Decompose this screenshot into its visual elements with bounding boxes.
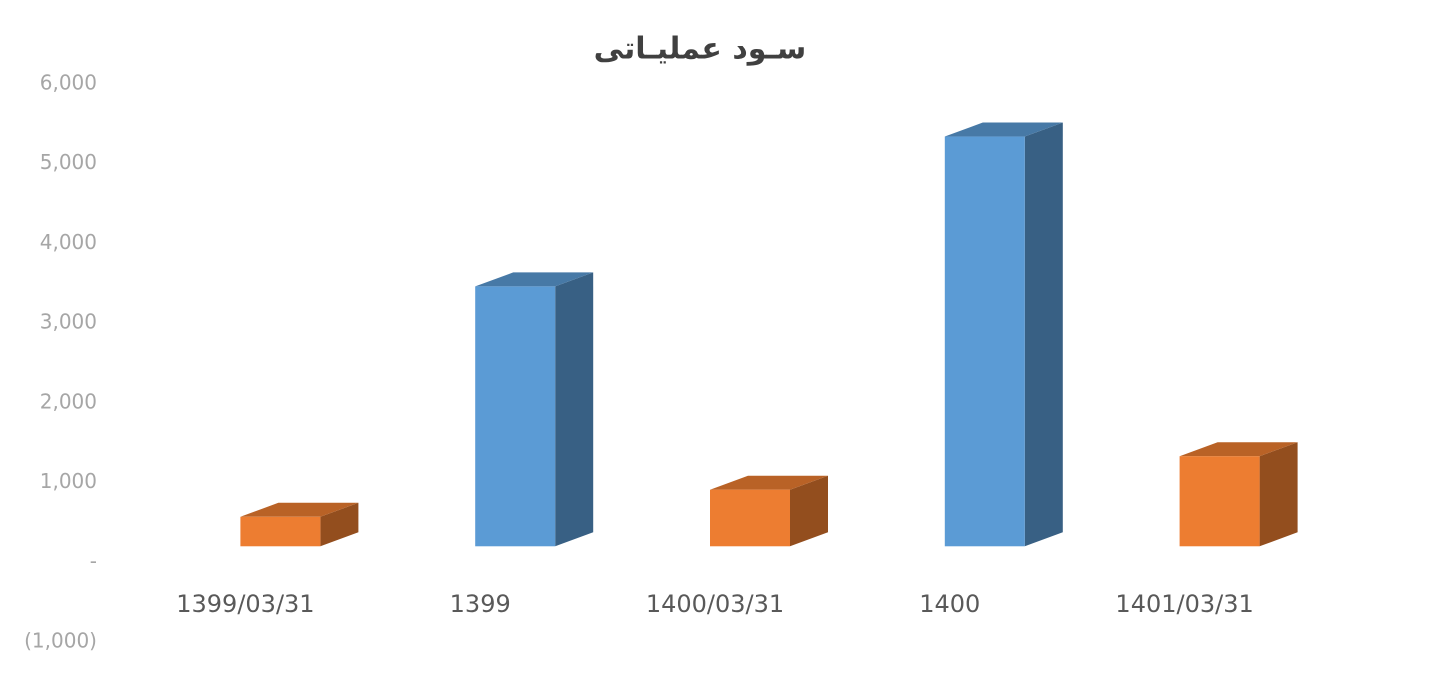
y-tick-label: 5,000: [40, 150, 97, 174]
bar: [944, 122, 1063, 547]
chart-title: سـود عملیـاتی: [594, 32, 807, 67]
bar-side: [1259, 442, 1298, 547]
y-tick-label: (1,000): [24, 629, 97, 653]
bar-top: [475, 272, 594, 287]
bar: [710, 475, 828, 547]
bar: [240, 502, 359, 547]
bar-top: [240, 502, 359, 517]
bar-top: [710, 475, 828, 490]
bar-front: [1179, 456, 1260, 547]
y-tick-label: 2,000: [40, 389, 97, 413]
x-tick-label: 1399/03/31: [176, 590, 314, 618]
x-tick-label: 1399: [450, 590, 511, 618]
bar-top: [944, 122, 1063, 137]
bar-front: [475, 286, 556, 547]
x-tick-label: 1400/03/31: [646, 590, 784, 618]
bar-front: [710, 489, 790, 547]
bar-top: [1179, 442, 1298, 457]
y-tick-label: 6,000: [40, 71, 97, 95]
bar-side: [555, 272, 594, 547]
bar-side: [790, 475, 828, 547]
y-tick-label: -: [90, 549, 97, 573]
bar-side: [1024, 122, 1063, 547]
y-tick-label: 1,000: [40, 469, 97, 493]
x-tick-label: 1400: [919, 590, 980, 618]
bar: [1179, 442, 1298, 547]
x-tick-label: 1401/03/31: [1115, 590, 1253, 618]
bar-side: [320, 502, 359, 547]
bar-front: [240, 516, 321, 547]
bar: [475, 272, 594, 547]
y-tick-label: 3,000: [40, 310, 97, 334]
bar-front: [944, 136, 1025, 547]
y-tick-label: 4,000: [40, 230, 97, 254]
